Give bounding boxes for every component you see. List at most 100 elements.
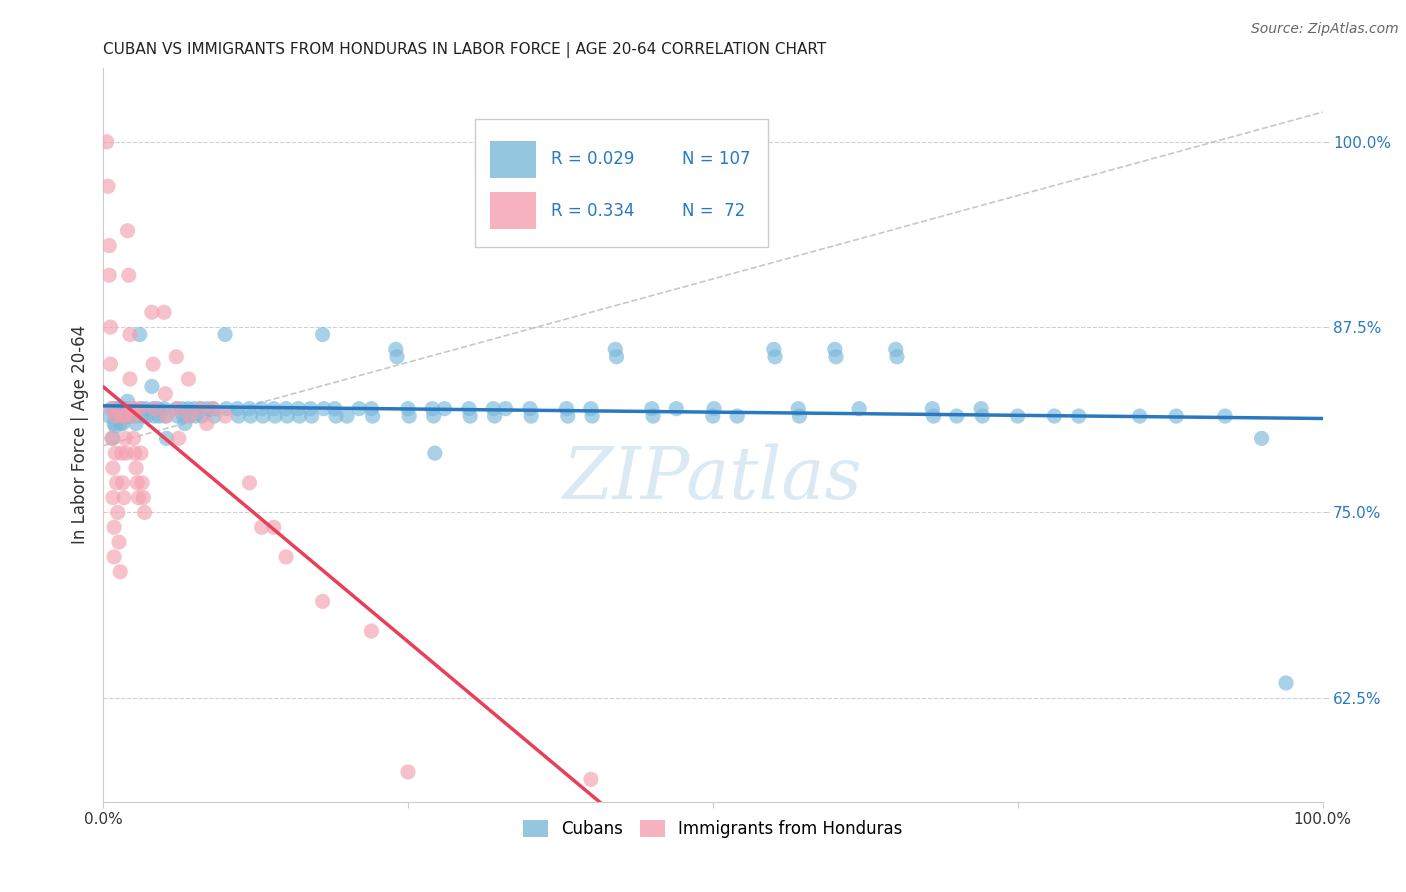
Point bbox=[103, 549, 125, 564]
Point bbox=[579, 401, 602, 416]
Point bbox=[165, 401, 187, 416]
Point bbox=[107, 505, 129, 519]
Point bbox=[136, 409, 159, 423]
Point bbox=[884, 343, 907, 357]
Point bbox=[238, 475, 260, 490]
Point bbox=[250, 401, 273, 416]
Point bbox=[128, 327, 150, 342]
Text: ZIPatlas: ZIPatlas bbox=[562, 443, 863, 514]
Point bbox=[276, 409, 298, 423]
Point bbox=[108, 401, 131, 416]
Point bbox=[422, 409, 444, 423]
Point bbox=[555, 401, 578, 416]
Point bbox=[120, 401, 142, 416]
Point bbox=[153, 305, 176, 319]
Point bbox=[111, 417, 134, 431]
Point bbox=[422, 401, 444, 416]
Point bbox=[361, 409, 384, 423]
Point bbox=[141, 305, 163, 319]
Point bbox=[122, 401, 145, 416]
Bar bbox=[489, 193, 536, 229]
Point bbox=[763, 350, 786, 364]
Point bbox=[142, 357, 165, 371]
Point bbox=[215, 401, 238, 416]
Point bbox=[195, 417, 218, 431]
Point bbox=[238, 401, 260, 416]
Bar bbox=[489, 141, 536, 178]
Point bbox=[128, 491, 150, 505]
Point bbox=[458, 409, 481, 423]
Text: R = 0.029: R = 0.029 bbox=[551, 151, 634, 169]
Text: Source: ZipAtlas.com: Source: ZipAtlas.com bbox=[1251, 22, 1399, 37]
Point bbox=[214, 327, 236, 342]
Point bbox=[226, 401, 249, 416]
Point bbox=[100, 320, 122, 334]
Point bbox=[1067, 409, 1090, 423]
Point bbox=[201, 401, 224, 416]
Point bbox=[101, 461, 124, 475]
Point bbox=[110, 409, 132, 423]
Point bbox=[110, 446, 132, 460]
Point bbox=[124, 409, 146, 423]
Point bbox=[155, 409, 177, 423]
Point bbox=[132, 491, 155, 505]
Point bbox=[1129, 409, 1152, 423]
Point bbox=[922, 409, 945, 423]
Point bbox=[118, 372, 141, 386]
Point bbox=[396, 401, 419, 416]
Point bbox=[665, 401, 688, 416]
Point bbox=[311, 594, 333, 608]
Point bbox=[122, 431, 145, 445]
Point bbox=[264, 409, 287, 423]
Point bbox=[1275, 676, 1298, 690]
Point bbox=[118, 327, 141, 342]
Point bbox=[1166, 409, 1188, 423]
Point bbox=[107, 409, 129, 423]
Point bbox=[396, 764, 419, 779]
Point bbox=[153, 401, 176, 416]
Point bbox=[519, 401, 541, 416]
Point bbox=[173, 417, 195, 431]
Point bbox=[110, 401, 132, 416]
Point bbox=[131, 475, 153, 490]
Point bbox=[167, 431, 190, 445]
Point bbox=[299, 401, 322, 416]
Point bbox=[118, 409, 141, 423]
Point bbox=[433, 401, 456, 416]
Point bbox=[142, 401, 165, 416]
Text: N =  72: N = 72 bbox=[682, 202, 745, 219]
Text: R = 0.334: R = 0.334 bbox=[551, 202, 634, 219]
Point bbox=[104, 401, 127, 416]
Point bbox=[725, 409, 748, 423]
Point bbox=[98, 268, 121, 283]
Point bbox=[1213, 409, 1236, 423]
Point bbox=[155, 409, 177, 423]
Point bbox=[1007, 409, 1029, 423]
Point bbox=[148, 409, 170, 423]
Point bbox=[970, 401, 993, 416]
Point bbox=[104, 409, 127, 423]
Point bbox=[166, 401, 188, 416]
Point bbox=[288, 409, 311, 423]
Point bbox=[347, 401, 370, 416]
Point bbox=[184, 409, 207, 423]
Point bbox=[96, 135, 118, 149]
Point bbox=[100, 431, 122, 445]
Point bbox=[108, 535, 131, 549]
Point bbox=[336, 409, 359, 423]
Point bbox=[103, 417, 125, 431]
Point bbox=[190, 401, 212, 416]
Point bbox=[173, 409, 195, 423]
Point bbox=[195, 401, 218, 416]
Point bbox=[458, 401, 481, 416]
Point bbox=[143, 401, 166, 416]
Point bbox=[100, 357, 122, 371]
Point bbox=[323, 401, 346, 416]
Point bbox=[122, 401, 145, 416]
Point bbox=[135, 401, 157, 416]
Point bbox=[921, 401, 943, 416]
Point bbox=[101, 491, 124, 505]
Point bbox=[825, 350, 848, 364]
Point bbox=[117, 224, 139, 238]
Point bbox=[108, 417, 131, 431]
